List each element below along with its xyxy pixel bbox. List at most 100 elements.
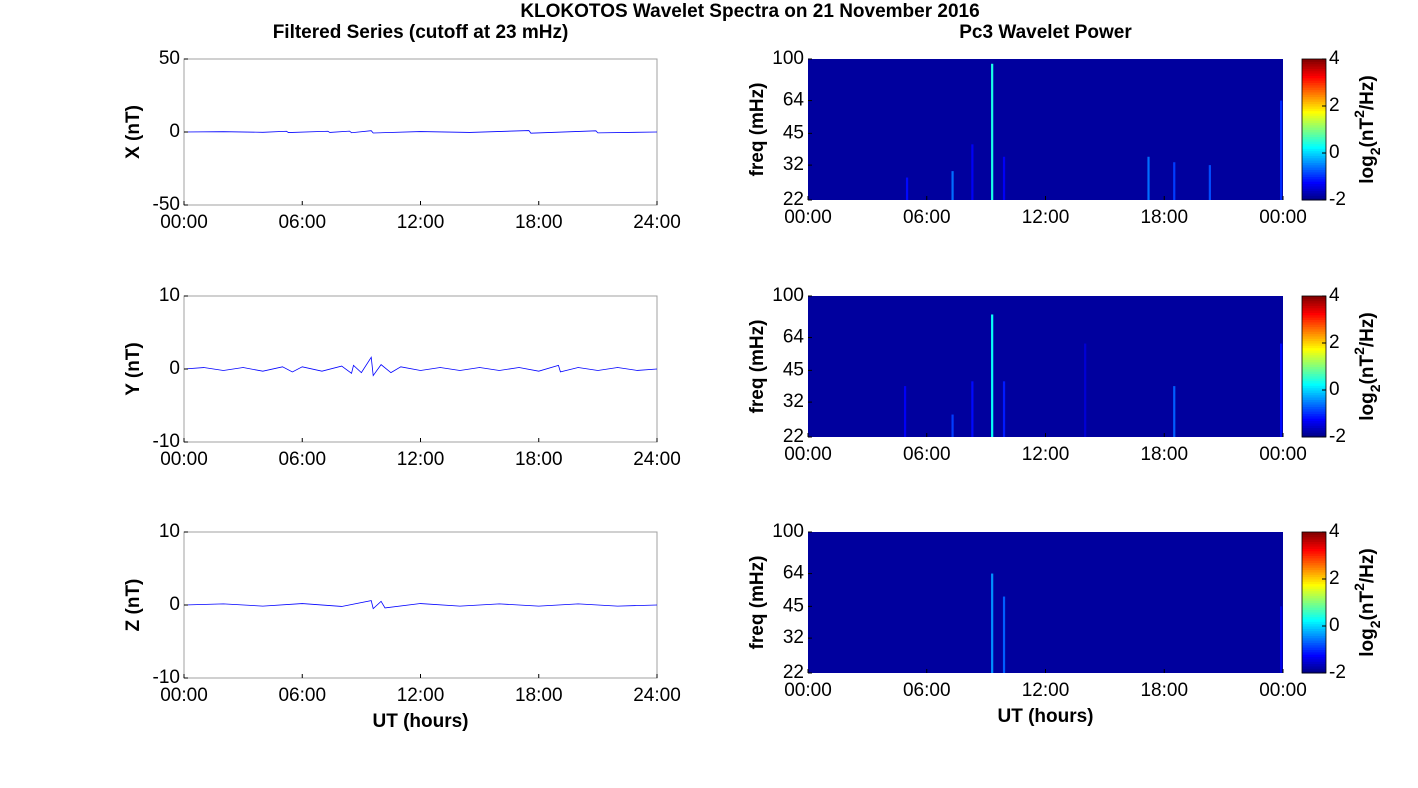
colorbar-segment (1302, 546, 1326, 549)
colorbar-segment (1302, 115, 1326, 119)
colorbar-segment (1302, 347, 1326, 351)
colorbar-segment (1302, 106, 1326, 109)
x-tick-label: 12:00 (397, 449, 445, 470)
y-tick-label: 0 (169, 358, 180, 379)
colorbar-segment (1302, 536, 1326, 540)
y-axis-label: freq (mHz) (747, 83, 768, 177)
wavelet-streak (903, 386, 907, 437)
colorbar-segment (1302, 432, 1326, 436)
colorbar-segment (1302, 157, 1326, 161)
colorbar-segment (1302, 371, 1326, 375)
colorbar-segment (1302, 101, 1326, 105)
colorbar-segment (1302, 68, 1326, 72)
colorbar-segment (1302, 607, 1326, 611)
colorbar-segment (1302, 642, 1326, 646)
colorbar-segment (1302, 590, 1326, 594)
colorbar-segment (1302, 406, 1326, 410)
colorbar-segment (1302, 296, 1326, 299)
wavelet-streak (1173, 386, 1176, 437)
colorbar-segment (1302, 422, 1326, 426)
y-tick-label: 32 (783, 627, 804, 648)
colorbar-segment (1302, 618, 1326, 622)
colorbar-segment (1302, 345, 1326, 349)
colorbar-segment (1302, 665, 1326, 669)
colorbar-segment (1302, 195, 1326, 199)
colorbar-segment (1302, 167, 1326, 170)
colorbar-frame (1301, 295, 1327, 438)
x-tick-label: 12:00 (397, 685, 445, 706)
x-tick-label: 18:00 (1140, 207, 1188, 228)
colorbar-tick-label: 4 (1329, 521, 1340, 542)
colorbar-frame (1301, 531, 1327, 674)
x-tick-label: 24:00 (633, 212, 681, 233)
colorbar-segment (1302, 604, 1326, 608)
colorbar-segment (1302, 178, 1326, 182)
colorbar-label-part: (nT (1357, 355, 1378, 385)
colorbar-segment (1302, 654, 1326, 658)
plot-area (183, 295, 658, 443)
colorbar-segment (1302, 117, 1326, 121)
x-tick-label: 00:00 (160, 449, 208, 470)
colorbar-segment (1302, 335, 1326, 339)
colorbar-segment (1302, 80, 1326, 83)
colorbar-segment (1302, 593, 1326, 596)
wavelet-streak (1084, 343, 1087, 437)
colorbar-segment (1302, 171, 1326, 175)
x-tick-label: 06:00 (903, 207, 951, 228)
data-line (183, 600, 658, 610)
colorbar-segment (1302, 651, 1326, 655)
wavelet-streak (971, 144, 974, 200)
colorbar-segment (1302, 385, 1326, 389)
colorbar-segment (1302, 668, 1326, 672)
colorbar-segment (1302, 550, 1326, 554)
colorbar-segment (1302, 633, 1326, 636)
colorbar-segment (1302, 621, 1326, 625)
colorbar-segment (1302, 190, 1326, 194)
colorbar-segment (1302, 586, 1326, 589)
colorbar-segment (1302, 623, 1326, 627)
colorbar-segment (1302, 321, 1326, 325)
y-tick-label: -50 (153, 194, 180, 215)
colorbar-segment (1302, 61, 1326, 65)
colorbar-segment (1302, 136, 1326, 140)
panel-title: Pc3 Wavelet Power (959, 22, 1132, 43)
colorbar-tick-label: 2 (1329, 332, 1340, 353)
y-tick-label: 64 (783, 563, 805, 584)
colorbar-segment (1302, 401, 1326, 405)
y-tick-label: 32 (783, 391, 804, 412)
y-tick-label: 100 (772, 48, 804, 69)
colorbar-segment (1302, 571, 1326, 575)
colorbar-segment (1302, 576, 1326, 580)
y-tick-label: 32 (783, 154, 804, 175)
colorbar-segment (1302, 387, 1326, 391)
colorbar-segment (1302, 366, 1326, 370)
colorbar-segment (1302, 164, 1326, 168)
plot-area (183, 531, 658, 679)
y-tick-label: 64 (783, 327, 805, 348)
colorbar-segment (1302, 567, 1326, 571)
colorbar-segment (1302, 87, 1326, 91)
heatmap-background (808, 532, 1283, 673)
x-tick-label: 12:00 (1022, 207, 1070, 228)
colorbar-segment (1302, 333, 1326, 337)
colorbar-segment (1302, 562, 1326, 566)
colorbar-label-part: (nT (1357, 118, 1378, 148)
colorbar-tick-label: 2 (1329, 568, 1340, 589)
colorbar-segment (1302, 148, 1326, 152)
y-tick-label: 45 (783, 122, 804, 143)
x-tick-label: 00:00 (1259, 680, 1307, 701)
colorbar-segment (1302, 354, 1326, 358)
wavelet-streak (1280, 343, 1283, 437)
y-tick-label: 100 (772, 285, 804, 306)
colorbar-segment (1302, 70, 1326, 74)
colorbar-segment (1302, 338, 1326, 342)
colorbar-segment (1302, 413, 1326, 417)
colorbar-segment (1302, 319, 1326, 323)
y-axis-label: X (nT) (123, 105, 144, 159)
y-axis-label: Y (nT) (123, 342, 144, 395)
colorbar-segment (1302, 380, 1326, 384)
colorbar-segment (1302, 84, 1326, 88)
colorbar-segment (1302, 66, 1326, 69)
colorbar-segment (1302, 134, 1326, 138)
colorbar-segment (1302, 131, 1326, 135)
